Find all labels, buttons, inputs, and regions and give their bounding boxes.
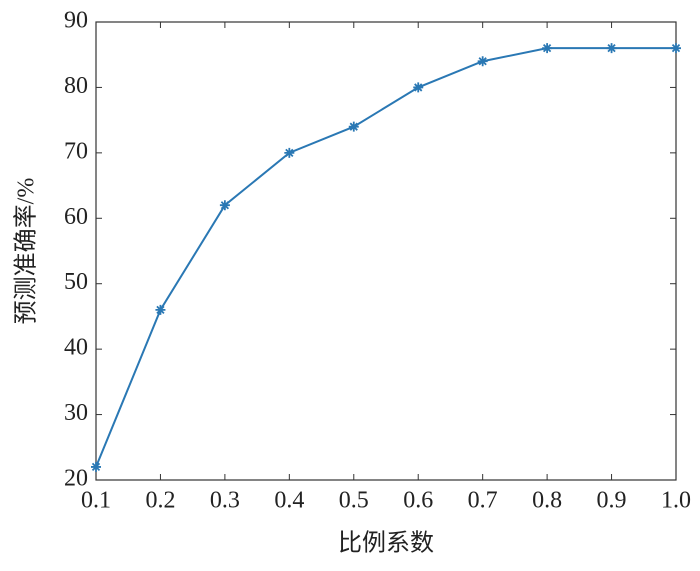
marker — [91, 461, 101, 472]
x-tick-label: 0.8 — [532, 488, 562, 514]
x-tick-label: 0.5 — [339, 488, 369, 514]
x-axis-label: 比例系数 — [338, 530, 434, 557]
marker — [219, 200, 230, 211]
marker — [477, 56, 488, 67]
y-tick-label: 40 — [64, 335, 88, 361]
y-tick-label: 20 — [64, 466, 88, 492]
x-tick-label: 1.0 — [661, 488, 691, 514]
marker — [413, 82, 424, 93]
x-tick-label: 0.4 — [274, 488, 304, 514]
y-tick-label: 80 — [64, 73, 88, 99]
marker — [155, 304, 166, 315]
y-tick-label: 30 — [64, 400, 88, 426]
x-tick-label: 0.6 — [403, 488, 433, 514]
plot-frame — [95, 21, 677, 481]
y-tick-label: 50 — [64, 269, 88, 295]
marker — [284, 147, 295, 158]
x-tick-label: 0.1 — [81, 488, 111, 514]
marker — [606, 43, 617, 54]
line — [95, 47, 676, 468]
y-tick-label: 60 — [64, 204, 88, 230]
y-tick-label: 90 — [64, 8, 88, 34]
y-tick-label: 70 — [64, 138, 88, 164]
marker — [671, 43, 681, 54]
marker — [348, 121, 359, 132]
x-tick-label: 0.3 — [210, 488, 240, 514]
y-axis-label: 预测准确率/% — [13, 178, 40, 325]
x-tick-label: 0.2 — [145, 488, 175, 514]
x-tick-label: 0.7 — [468, 488, 498, 514]
x-tick-label: 0.9 — [597, 488, 627, 514]
marker — [542, 43, 553, 54]
